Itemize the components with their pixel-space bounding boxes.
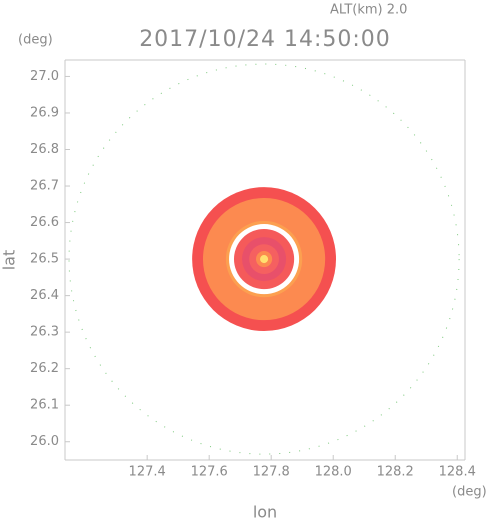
range-ring (68, 63, 460, 455)
y-tick-label: 26.3 (30, 325, 59, 340)
echo-ring (260, 255, 269, 264)
x-tick-label: 128.2 (377, 465, 414, 480)
y-tick-label: 26.7 (30, 179, 59, 194)
x-tick-label: 128.4 (439, 465, 476, 480)
y-tick-label: 26.9 (30, 105, 59, 120)
y-tick-label: 26.0 (30, 434, 59, 449)
x-axis-label: lon (253, 503, 277, 521)
altitude-label: ALT(km) 2.0 (330, 3, 407, 18)
y-tick-label: 26.4 (30, 288, 59, 303)
y-unit: (deg) (18, 33, 53, 48)
x-tick-label: 127.8 (253, 465, 290, 480)
y-tick-label: 26.1 (30, 398, 59, 413)
x-unit: (deg) (452, 485, 487, 500)
y-tick-label: 26.2 (30, 361, 59, 376)
y-tick-label: 27.0 (30, 69, 59, 84)
y-tick-label: 26.5 (30, 252, 59, 267)
chart-title: 2017/10/24 14:50:00 (139, 27, 391, 52)
y-tick-label: 26.8 (30, 142, 59, 157)
x-tick-label: 127.4 (129, 465, 166, 480)
y-tick-label: 26.6 (30, 215, 59, 230)
y-axis-label: lat (0, 250, 19, 271)
x-tick-label: 128.0 (315, 465, 352, 480)
x-tick-label: 127.6 (191, 465, 228, 480)
